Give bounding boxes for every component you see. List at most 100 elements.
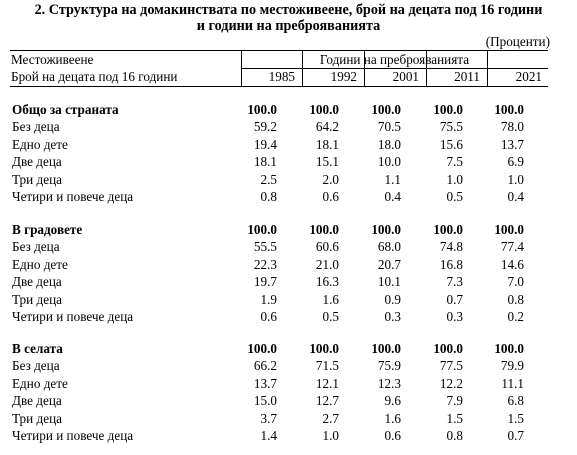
cell-value: 100.0 — [371, 341, 401, 356]
cell-value: 0.3 — [384, 309, 401, 324]
cell-value: 59.2 — [253, 119, 277, 135]
cell-value: 1.4 — [260, 428, 277, 443]
cell-value: 10.1 — [377, 274, 401, 290]
cell-value: 16.8 — [439, 256, 463, 272]
table-row: Две деца 18.1 15.1 10.0 7.5 6.9 — [0, 153, 577, 170]
cell-value: 0.8 — [507, 291, 524, 307]
table-group-row: В градовете 100.0 100.0 100.0 100.0 100.0 — [0, 221, 577, 238]
cell-value: 18.1 — [315, 136, 339, 152]
cell-value: 100.0 — [309, 102, 339, 117]
cell-value: 68.0 — [377, 239, 401, 255]
cell-value: 12.3 — [377, 375, 401, 391]
cell-value: 100.0 — [309, 222, 339, 237]
stub-header-residence: Местоживеене — [11, 52, 94, 67]
table-row: Три деца 3.7 2.7 1.6 1.5 1.5 — [0, 410, 577, 427]
table-row: Четири и повече деца 1.4 1.0 0.6 0.8 0.7 — [0, 427, 577, 444]
unit-label: (Проценти) — [485, 34, 550, 49]
row-label: Три деца — [12, 410, 62, 426]
row-label: В градовете — [12, 222, 83, 237]
table-row: Четири и повече деца 0.6 0.5 0.3 0.3 0.2 — [0, 308, 577, 325]
year-header: 2021 — [515, 69, 542, 84]
cell-value: 12.7 — [315, 393, 339, 409]
cell-value: 64.2 — [315, 119, 339, 135]
table-row: Две деца 15.0 12.7 9.6 7.9 6.8 — [0, 392, 577, 409]
cell-value: 0.6 — [384, 428, 401, 443]
row-label: Три деца — [12, 171, 62, 187]
cell-value: 1.5 — [507, 410, 524, 426]
header-divider — [241, 68, 548, 69]
cell-value: 0.4 — [384, 189, 401, 204]
cell-value: 0.9 — [384, 291, 401, 307]
cell-value: 0.3 — [446, 309, 463, 324]
cell-value: 2.7 — [322, 410, 339, 426]
cell-value: 75.5 — [439, 119, 463, 135]
table-title-line-2: и години на преброяванията — [196, 18, 381, 34]
cell-value: 9.6 — [384, 393, 401, 409]
cell-value: 0.6 — [322, 189, 339, 204]
cell-value: 1.6 — [322, 291, 339, 307]
cell-value: 1.6 — [384, 410, 401, 426]
table-row: Четири и повече деца 0.8 0.6 0.4 0.5 0.4 — [0, 188, 577, 205]
cell-value: 19.7 — [253, 274, 277, 290]
row-label: Две деца — [12, 154, 62, 170]
cell-value: 7.0 — [507, 274, 524, 290]
cell-value: 78.0 — [500, 119, 524, 135]
cell-value: 7.5 — [446, 154, 463, 170]
table-group-row: В селата 100.0 100.0 100.0 100.0 100.0 — [0, 340, 577, 357]
cell-value: 100.0 — [371, 222, 401, 237]
cell-value: 15.1 — [315, 154, 339, 170]
cell-value: 16.3 — [315, 274, 339, 290]
table-row: Едно дете 13.7 12.1 12.3 12.2 11.1 — [0, 375, 577, 392]
cell-value: 0.6 — [260, 309, 277, 324]
cell-value: 10.0 — [377, 154, 401, 170]
table-row: Едно дете 22.3 21.0 20.7 16.8 14.6 — [0, 256, 577, 273]
cell-value: 60.6 — [315, 239, 339, 255]
cell-value: 100.0 — [494, 341, 524, 356]
row-label: Общо за страната — [12, 102, 119, 117]
cell-value: 11.1 — [501, 375, 524, 391]
cell-value: 1.9 — [260, 291, 277, 307]
row-label: Три деца — [12, 291, 62, 307]
table-group-row: Общо за страната 100.0 100.0 100.0 100.0 100.… — [0, 101, 577, 118]
cell-value: 66.2 — [253, 358, 277, 374]
cell-value: 70.5 — [377, 119, 401, 135]
cell-value: 100.0 — [494, 102, 524, 117]
cell-value: 74.8 — [439, 239, 463, 255]
cell-value: 75.9 — [377, 358, 401, 374]
cell-value: 2.0 — [322, 171, 339, 187]
cell-value: 77.5 — [439, 358, 463, 374]
cell-value: 0.7 — [507, 428, 524, 443]
cell-value: 55.5 — [253, 239, 277, 255]
row-label: В селата — [12, 341, 63, 356]
cell-value: 0.7 — [446, 291, 463, 307]
cell-value: 21.0 — [315, 256, 339, 272]
table-row: Без деца 55.5 60.6 68.0 74.8 77.4 — [0, 238, 577, 255]
table-row: Без деца 66.2 71.5 75.9 77.5 79.9 — [0, 357, 577, 374]
cell-value: 18.0 — [377, 136, 401, 152]
table-row: Без деца 59.2 64.2 70.5 75.5 78.0 — [0, 118, 577, 135]
table-row: Две деца 19.7 16.3 10.1 7.3 7.0 — [0, 273, 577, 290]
cell-value: 100.0 — [247, 341, 277, 356]
cell-value: 18.1 — [253, 154, 277, 170]
cell-value: 1.0 — [507, 171, 524, 187]
table-title-line-1: 2. Структура на домакинствата по местожи… — [34, 2, 543, 18]
cell-value: 12.2 — [439, 375, 463, 391]
row-label: Две деца — [12, 393, 62, 409]
cell-value: 100.0 — [494, 222, 524, 237]
row-label: Без деца — [12, 239, 60, 255]
cell-value: 100.0 — [433, 222, 463, 237]
cell-value: 100.0 — [433, 102, 463, 117]
row-label: Четири и повече деца — [12, 428, 134, 443]
cell-value: 13.7 — [500, 136, 524, 152]
cell-value: 0.2 — [507, 309, 524, 324]
cell-value: 6.8 — [507, 393, 524, 409]
cell-value: 100.0 — [371, 102, 401, 117]
cell-value: 79.9 — [500, 358, 524, 374]
cell-value: 100.0 — [247, 102, 277, 117]
cell-value: 20.7 — [377, 256, 401, 272]
cell-value: 1.5 — [446, 410, 463, 426]
cell-value: 0.5 — [446, 189, 463, 204]
cell-value: 1.0 — [446, 171, 463, 187]
stub-header-children: Брой на децата под 16 години — [11, 69, 178, 84]
cell-value: 0.4 — [507, 189, 524, 204]
